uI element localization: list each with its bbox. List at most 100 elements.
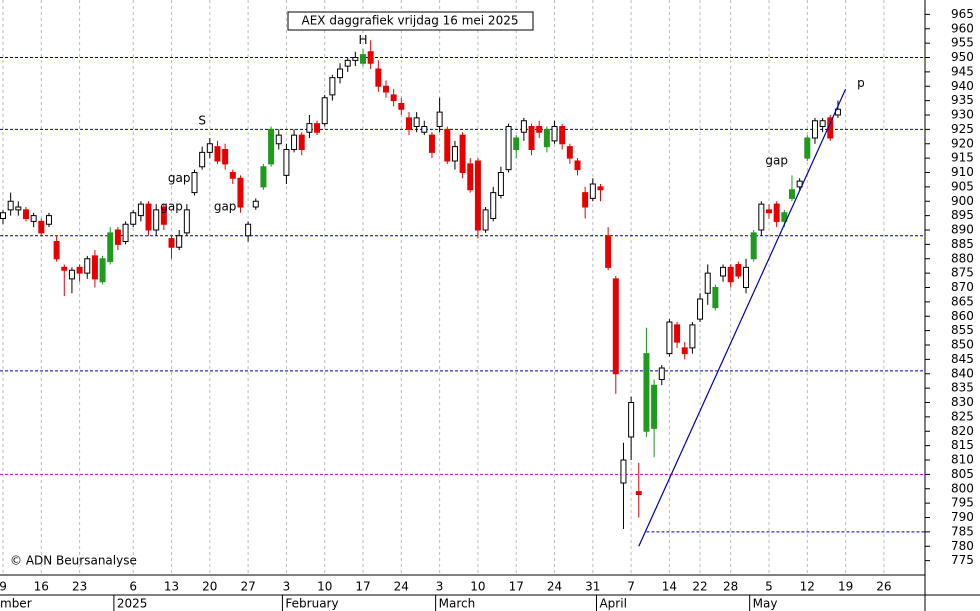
- y-tick-label: 800: [951, 481, 974, 495]
- candle-body: [275, 134, 282, 145]
- candle-body: [206, 143, 213, 153]
- y-tick-label: 860: [951, 309, 974, 323]
- candle-body: [337, 68, 344, 79]
- candle-body: [383, 85, 389, 93]
- candle-body: [260, 166, 267, 188]
- x-tick-label: 17: [509, 580, 524, 594]
- y-tick-label: 840: [951, 366, 974, 380]
- y-tick-label: 855: [951, 323, 974, 337]
- candle-body: [727, 266, 734, 283]
- candle-body: [474, 160, 481, 231]
- month-label: March: [439, 597, 476, 611]
- candle-body: [612, 278, 619, 375]
- candle-body: [589, 183, 596, 199]
- x-tick-label: 26: [876, 580, 891, 594]
- candle-body: [735, 264, 742, 277]
- candle-body: [536, 126, 543, 133]
- candle-body: [490, 192, 497, 219]
- candle-body: [643, 353, 650, 432]
- candle-body: [681, 347, 688, 355]
- candle-body: [352, 57, 359, 61]
- candle-body: [84, 258, 91, 274]
- candle-body: [773, 203, 780, 222]
- candle-body: [107, 232, 114, 263]
- candle-body: [375, 68, 382, 87]
- candle-body: [99, 258, 106, 283]
- y-tick-label: 900: [951, 194, 974, 208]
- y-tick-label: 960: [951, 21, 974, 35]
- candle-body: [605, 235, 612, 268]
- candle-body: [674, 324, 681, 343]
- candle-body: [22, 209, 29, 219]
- y-tick-label: 890: [951, 223, 974, 237]
- candle-body: [306, 123, 313, 133]
- candle-body: [666, 321, 673, 355]
- candle-body: [819, 120, 826, 127]
- month-label: February: [285, 597, 338, 611]
- candle-body: [405, 117, 412, 130]
- annotation: H: [359, 33, 368, 47]
- y-tick-label: 945: [951, 64, 974, 78]
- candle-body: [45, 215, 52, 225]
- y-tick-label: 780: [951, 539, 974, 553]
- y-tick-label: 805: [951, 467, 974, 481]
- candle-body: [467, 163, 474, 191]
- x-tick-label: 3: [436, 580, 444, 594]
- x-tick-label: 6: [129, 580, 137, 594]
- candle-body: [804, 137, 811, 159]
- x-tick-label: 9: [0, 580, 7, 594]
- candle-body: [811, 120, 818, 139]
- annotation: p: [857, 76, 865, 90]
- y-tick-label: 795: [951, 496, 974, 510]
- candle-body: [214, 146, 221, 162]
- candle-body: [145, 203, 152, 231]
- candle-body: [574, 160, 581, 171]
- x-tick-label: 10: [317, 580, 332, 594]
- candle-body: [0, 212, 6, 219]
- y-tick-label: 880: [951, 251, 974, 265]
- trendline: [638, 88, 847, 547]
- candle-body: [704, 272, 711, 294]
- candle-body: [689, 324, 696, 349]
- x-tick-label: 24: [394, 580, 409, 594]
- y-tick-label: 850: [951, 338, 974, 352]
- candle-body: [176, 235, 183, 248]
- annotation: gap: [168, 171, 191, 185]
- candle-body: [720, 266, 727, 277]
- candle-body: [413, 117, 420, 127]
- candle-body: [291, 134, 298, 150]
- candle-body: [30, 215, 37, 222]
- candle-body: [367, 51, 374, 64]
- y-tick-label: 830: [951, 395, 974, 409]
- candle-body: [38, 220, 45, 234]
- candle-body: [245, 223, 252, 237]
- candle-body: [237, 177, 244, 208]
- credit: © ADN Beursanalyse: [10, 554, 137, 568]
- candle-body: [314, 123, 321, 133]
- y-tick-label: 935: [951, 93, 974, 107]
- y-tick-label: 775: [951, 553, 974, 567]
- y-tick-label: 820: [951, 424, 974, 438]
- candle-body: [758, 203, 765, 231]
- candle-body: [390, 94, 397, 102]
- candle-body: [513, 137, 520, 150]
- candle-body: [436, 111, 443, 127]
- candle-body: [91, 255, 98, 280]
- x-tick-label: 3: [283, 580, 291, 594]
- y-tick-label: 925: [951, 122, 974, 136]
- y-tick-label: 895: [951, 208, 974, 222]
- candle-body: [497, 172, 504, 196]
- y-tick-label: 845: [951, 352, 974, 366]
- x-tick-label: 22: [692, 580, 707, 594]
- candle-body: [482, 209, 489, 231]
- candle-body: [444, 128, 451, 162]
- y-tick-label: 910: [951, 165, 974, 179]
- y-tick-label: 885: [951, 237, 974, 251]
- y-tick-label: 785: [951, 524, 974, 538]
- candle-body: [199, 151, 206, 168]
- candle-body: [597, 186, 604, 191]
- candle-body: [781, 212, 788, 222]
- y-tick-label: 930: [951, 108, 974, 122]
